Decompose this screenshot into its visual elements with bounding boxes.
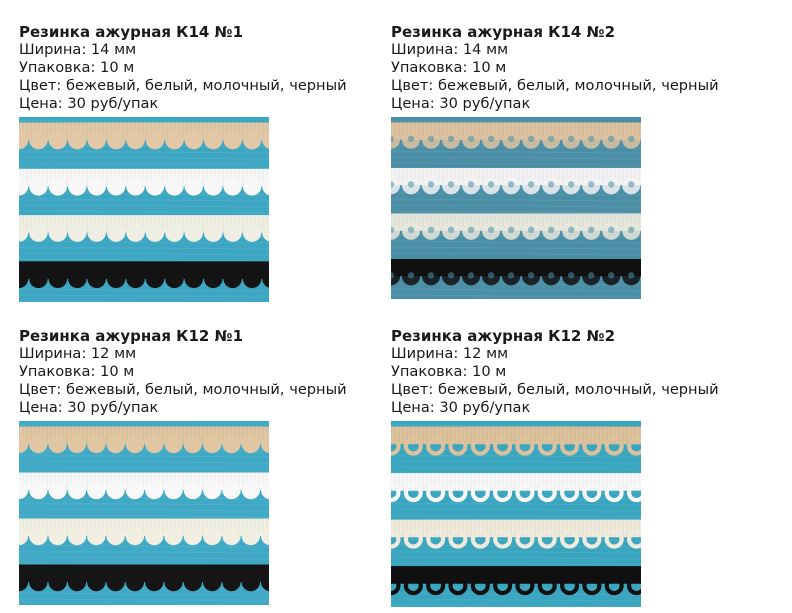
product-card: Резинка ажурная К14 №2 Ширина: 14 мм Упа… <box>391 23 763 299</box>
product-width: Ширина: 14 мм <box>391 41 509 58</box>
product-packaging: Упаковка: 10 м <box>19 59 135 76</box>
lace-trim <box>391 122 641 149</box>
product-packaging: Упаковка: 10 м <box>391 59 507 76</box>
lace-trim <box>391 213 641 240</box>
lace-trim <box>391 566 641 596</box>
product-photo <box>391 117 641 299</box>
product-price: Цена: 30 руб/упак <box>19 399 159 416</box>
product-colors: Цвет: бежевый, белый, молочный, черный <box>391 381 719 398</box>
product-colors: Цвет: бежевый, белый, молочный, черный <box>19 381 347 398</box>
product-packaging: Упаковка: 10 м <box>19 363 135 380</box>
product-photo <box>19 117 269 302</box>
lace-trim <box>19 168 269 196</box>
product-photo <box>19 421 269 605</box>
lace-trim <box>19 426 269 454</box>
product-colors: Цвет: бежевый, белый, молочный, черный <box>19 77 347 94</box>
product-title: Резинка ажурная К14 №2 <box>391 23 616 41</box>
product-card: Резинка ажурная К12 №1 Ширина: 12 мм Упа… <box>19 327 391 605</box>
lace-trim <box>19 122 269 150</box>
product-width: Ширина: 14 мм <box>19 41 137 58</box>
product-title: Резинка ажурная К12 №1 <box>19 327 244 345</box>
product-price: Цена: 30 руб/упак <box>19 95 159 112</box>
lace-trim <box>391 519 641 549</box>
product-card: Резинка ажурная К14 №1 Ширина: 14 мм Упа… <box>19 23 391 302</box>
lace-trim <box>19 518 269 546</box>
product-title: Резинка ажурная К12 №2 <box>391 327 616 345</box>
lace-trim <box>391 426 641 456</box>
lace-trim <box>391 473 641 503</box>
lace-trim <box>391 258 641 286</box>
product-price: Цена: 30 руб/упак <box>391 95 531 112</box>
product-colors: Цвет: бежевый, белый, молочный, черный <box>391 77 719 94</box>
lace-trim <box>19 215 269 242</box>
product-width: Ширина: 12 мм <box>391 345 509 362</box>
product-width: Ширина: 12 мм <box>19 345 137 362</box>
product-packaging: Упаковка: 10 м <box>391 363 507 380</box>
lace-trim <box>19 564 269 592</box>
product-title: Резинка ажурная К14 №1 <box>19 23 244 41</box>
product-price: Цена: 30 руб/упак <box>391 399 531 416</box>
lace-trim <box>19 472 269 500</box>
lace-trim <box>391 167 641 195</box>
product-photo <box>391 421 641 607</box>
product-card: Резинка ажурная К12 №2 Ширина: 12 мм Упа… <box>391 327 763 607</box>
lace-trim <box>19 261 269 289</box>
